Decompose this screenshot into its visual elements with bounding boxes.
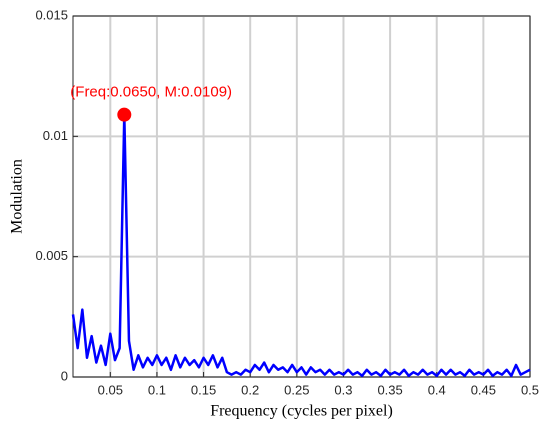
y-tick-label: 0.005 [35,248,68,263]
y-tick-label: 0.015 [35,7,68,22]
axes-box [72,15,531,378]
peak-marker [117,107,132,122]
y-tick-label: 0.01 [43,128,68,143]
x-tick-label: 0.35 [377,382,402,397]
x-tick-label: 0.4 [428,382,446,397]
x-tick-label: 0.5 [521,382,539,397]
x-axis-label: Frequency (cycles per pixel) [210,403,393,420]
x-tick-label: 0.3 [334,382,352,397]
x-tick-label: 0.1 [148,382,166,397]
data-line [71,113,531,378]
x-tick-label: 0.45 [471,382,496,397]
y-tick-label: 0 [61,368,68,383]
x-tick-label: 0.2 [241,382,259,397]
x-tick-label: 0.05 [98,382,123,397]
peak-annotation: (Freq:0.0650, M:0.0109) [70,84,232,101]
x-tick-label: 0.25 [284,382,309,397]
x-tick-label: 0.15 [191,382,216,397]
y-axis-label: Modulation [9,159,26,234]
